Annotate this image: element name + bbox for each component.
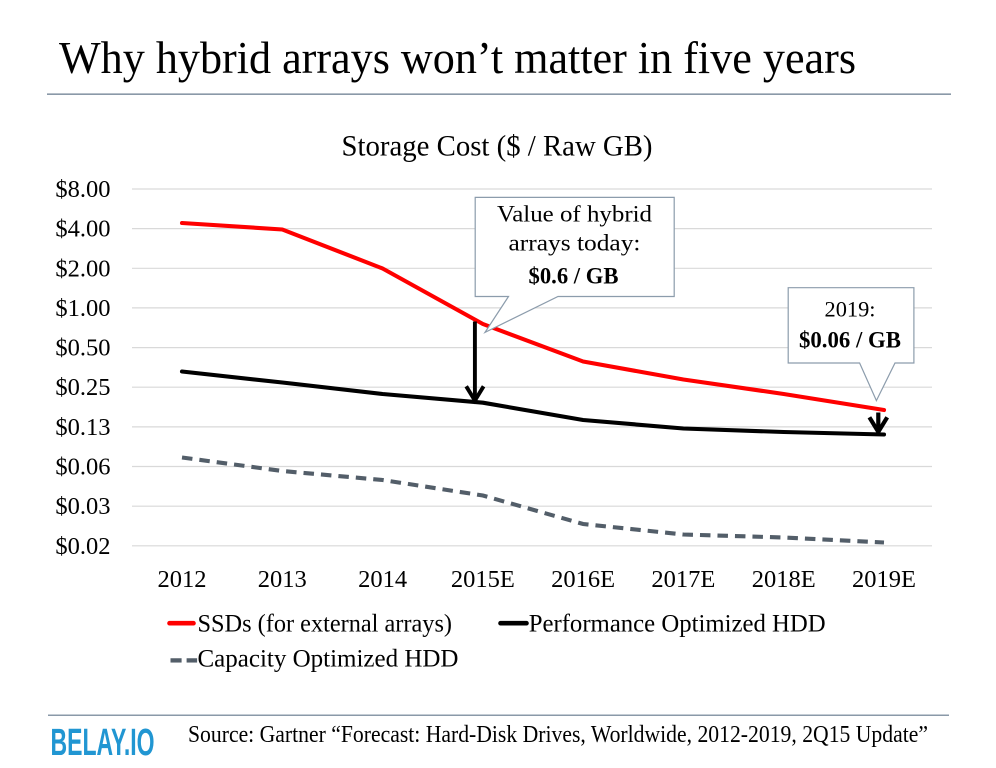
svg-text:2012: 2012 [158,566,207,593]
svg-text:$2.00: $2.00 [55,255,110,282]
svg-text:$0.02: $0.02 [55,533,110,560]
svg-text:Capacity Optimized HDD: Capacity Optimized HDD [198,646,459,673]
svg-text:$0.25: $0.25 [55,374,110,401]
svg-text:Source: Gartner “Forecast: Har: Source: Gartner “Forecast: Hard-Disk Dri… [188,722,928,748]
svg-text:$4.00: $4.00 [55,216,110,243]
svg-text:2019E: 2019E [852,566,916,593]
svg-text:BELAY.IO: BELAY.IO [51,722,155,764]
svg-text:arrays today:: arrays today: [509,231,641,256]
svg-text:$8.00: $8.00 [55,176,110,203]
svg-text:2015E: 2015E [451,566,515,593]
svg-text:$0.13: $0.13 [55,414,110,441]
svg-text:SSDs (for external arrays): SSDs (for external arrays) [198,611,453,638]
svg-text:2017E: 2017E [651,566,715,593]
svg-text:Why hybrid arrays won’t matter: Why hybrid arrays won’t matter in five y… [59,32,856,83]
svg-text:2013: 2013 [258,566,307,593]
svg-text:$0.03: $0.03 [55,493,110,520]
svg-text:$0.06: $0.06 [55,454,110,481]
svg-text:$1.00: $1.00 [55,295,110,322]
svg-text:2018E: 2018E [752,566,816,593]
svg-text:Value of hybrid: Value of hybrid [497,202,653,227]
svg-text:Performance Optimized HDD: Performance Optimized HDD [529,611,826,638]
svg-text:$0.50: $0.50 [55,335,110,362]
svg-text:2019:: 2019: [825,297,876,322]
svg-text:2014: 2014 [358,566,407,593]
svg-text:2016E: 2016E [551,566,615,593]
svg-text:$0.06 / GB: $0.06 / GB [799,328,901,354]
svg-text:Storage Cost ($ / Raw GB): Storage Cost ($ / Raw GB) [342,130,653,163]
svg-text:$0.6 / GB: $0.6 / GB [529,264,619,290]
